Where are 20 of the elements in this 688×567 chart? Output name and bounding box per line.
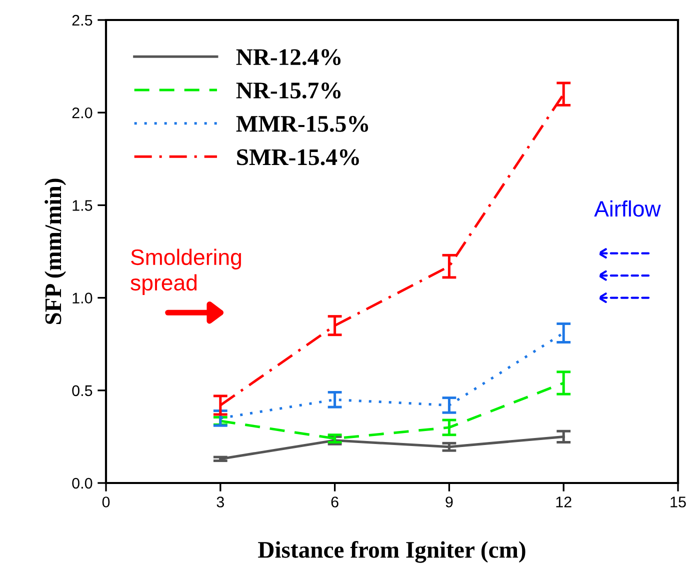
y-tick-label: 2.5 <box>72 14 92 26</box>
x-tick-label: 12 <box>556 496 572 508</box>
annotation: Airflow <box>594 200 661 217</box>
legend-label: MMR-15.5% <box>236 116 368 132</box>
x-tick-label: 6 <box>331 496 338 508</box>
x-tick-label: 9 <box>446 496 453 508</box>
x-axis-title: Distance from Igniter (cm) <box>258 540 526 563</box>
legend-label: SMR-15.4% <box>237 149 359 166</box>
y-axis-title: SFP (mm/min) <box>44 178 66 324</box>
legend-label: NR-15.7% <box>236 82 341 99</box>
y-tick-label: 0.5 <box>72 385 92 396</box>
x-tick-label: 3 <box>216 496 224 508</box>
x-tick-label: 0 <box>102 496 110 508</box>
y-tick-label: 1.0 <box>72 292 92 304</box>
annotation: Smoldering spread <box>130 248 241 296</box>
y-tick-label: 2.0 <box>72 107 92 118</box>
legend-label: NR-12.4% <box>236 49 341 66</box>
y-tick-label: 1.5 <box>72 200 92 211</box>
y-tick-label: 0.0 <box>72 478 92 489</box>
x-tick-label: 15 <box>670 496 686 508</box>
